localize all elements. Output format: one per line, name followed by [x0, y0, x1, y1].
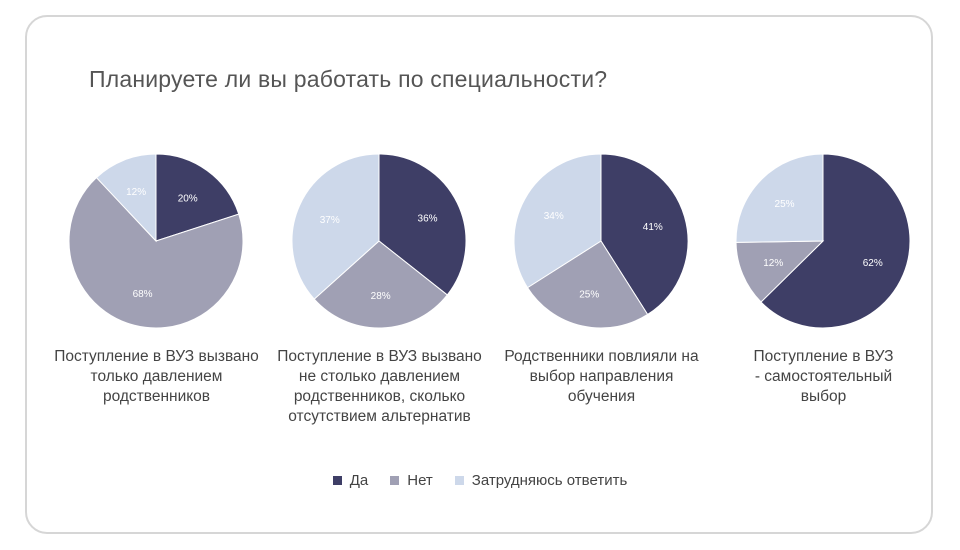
- pie-4-label-unsure: 25%: [775, 199, 795, 210]
- legend-item-yes: Да: [332, 472, 369, 489]
- pie-1-slice-yes: [155, 153, 240, 242]
- pie-1-label-no: 68%: [133, 289, 153, 300]
- pie-4-label-yes: 62%: [863, 258, 883, 269]
- chart-card: [25, 15, 933, 534]
- pie-2-label-no: 28%: [371, 291, 391, 302]
- pie-1-label-unsure: 12%: [126, 187, 146, 198]
- pie-4-slice-no: [735, 240, 825, 303]
- pie-3-slice-unsure: [513, 153, 602, 289]
- pie-2-label-yes: 36%: [418, 213, 438, 224]
- pie-4-slice-yes: [760, 153, 911, 329]
- legend-swatch: [332, 476, 342, 485]
- pie-1-slice-unsure: [95, 153, 157, 243]
- legend-label: Да: [349, 472, 369, 489]
- pie-caption-1: Поступление в ВУЗ вызвано только давлени…: [54, 348, 259, 405]
- pie-2-slice-unsure: [291, 153, 380, 300]
- pie-2-label-unsure: 37%: [320, 215, 340, 226]
- pie-2-slice-no: [313, 240, 448, 329]
- pie-3-label-unsure: 34%: [544, 211, 564, 222]
- pie-3-label-no: 25%: [579, 290, 599, 301]
- legend-swatch: [390, 476, 400, 485]
- chart-title: Планируете ли вы работать по специальнос…: [89, 66, 608, 92]
- pie-caption-3: Родственники повлияли на выбор направлен…: [504, 348, 699, 405]
- legend-label: Затрудняюсь ответить: [471, 472, 628, 489]
- pie-1-slice-no: [68, 176, 244, 329]
- legend-item-unsure: Затрудняюсь ответить: [454, 472, 628, 489]
- pie-1-label-yes: 20%: [178, 193, 198, 204]
- legend-swatch: [454, 476, 464, 485]
- pie-3-slice-no: [526, 240, 649, 329]
- pie-4-label-no: 12%: [763, 258, 783, 269]
- pie-4-slice-unsure: [735, 153, 824, 243]
- pie-caption-2: Поступление в ВУЗ вызвано не столько дав…: [277, 348, 482, 425]
- legend: Да Нет Затрудняюсь ответить: [0, 472, 960, 489]
- legend-item-no: Нет: [390, 472, 433, 489]
- pie-2-slice-yes: [378, 153, 467, 296]
- pie-3-label-yes: 41%: [643, 222, 663, 233]
- pie-caption-4: Поступление в ВУЗ - самостоятельный выбо…: [753, 348, 894, 405]
- legend-label: Нет: [407, 472, 433, 489]
